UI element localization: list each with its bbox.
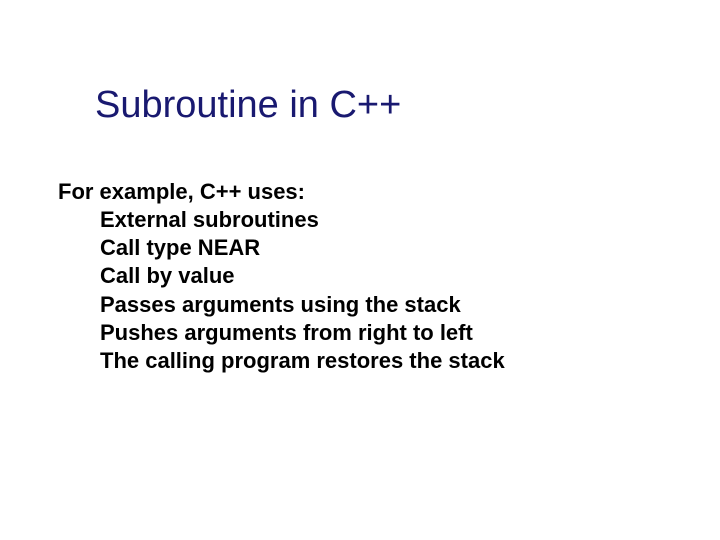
body-item: Passes arguments using the stack [100, 291, 505, 319]
slide: Subroutine in C++ For example, C++ uses:… [0, 0, 720, 540]
body-lead: For example, C++ uses: [58, 178, 505, 206]
body-item: Call by value [100, 262, 505, 290]
body-item: Call type NEAR [100, 234, 505, 262]
body-item: The calling program restores the stack [100, 347, 505, 375]
slide-body: For example, C++ uses: External subrouti… [58, 178, 505, 375]
body-item: Pushes arguments from right to left [100, 319, 505, 347]
slide-title: Subroutine in C++ [95, 84, 401, 127]
body-item: External subroutines [100, 206, 505, 234]
